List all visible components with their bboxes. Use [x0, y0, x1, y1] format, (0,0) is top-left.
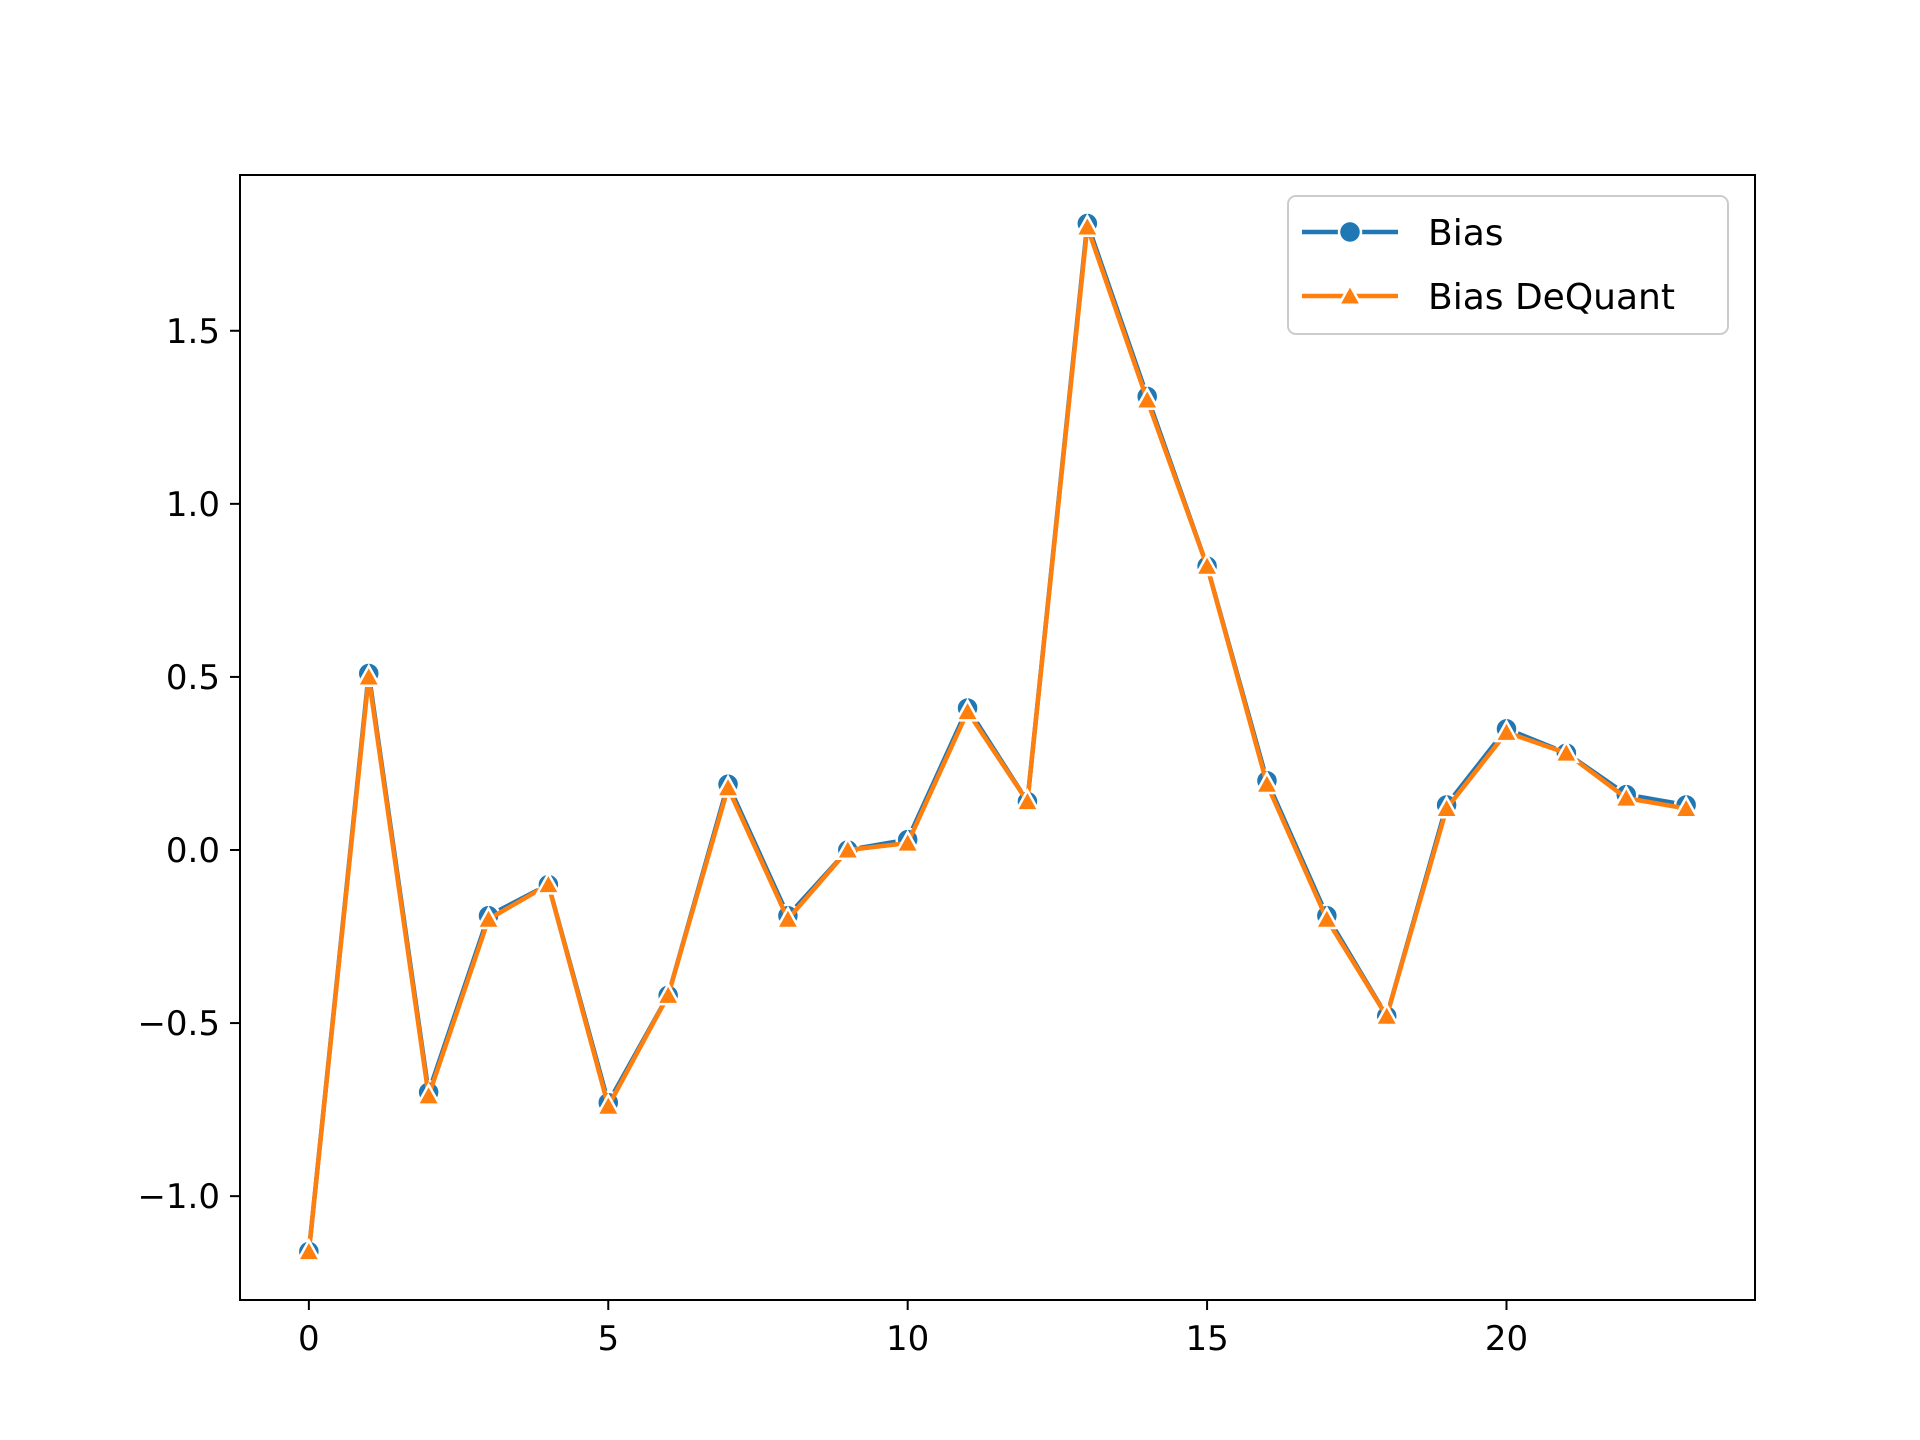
data-point-bias-dequant — [774, 905, 802, 930]
plot-area — [295, 211, 1700, 1264]
series-line-bias — [306, 221, 1687, 1252]
data-point-bias-dequant — [1673, 794, 1700, 819]
data-point-bias-dequant — [1373, 1002, 1400, 1027]
data-point-bias-dequant — [1433, 794, 1460, 819]
data-point-bias-dequant — [415, 1082, 442, 1106]
data-point-bias-dequant — [655, 981, 682, 1006]
x-tick-label: 15 — [1185, 1319, 1228, 1359]
x-tick-label: 5 — [597, 1319, 619, 1359]
y-tick-label: 1.0 — [166, 485, 220, 525]
data-point-bias-dequant — [1074, 213, 1101, 237]
data-point-bias-dequant — [954, 697, 981, 722]
legend-marker-bias — [1337, 219, 1363, 245]
axes-frame — [239, 174, 1756, 1301]
data-point-bias-dequant — [1134, 386, 1161, 411]
series-line-bias-dequant — [306, 224, 1687, 1252]
data-point-bias-dequant — [714, 774, 742, 798]
legend-label-bias-dequant: Bias DeQuant — [1428, 277, 1675, 318]
legend-label-bias: Bias — [1428, 213, 1504, 254]
data-point-bias-dequant — [355, 663, 382, 687]
data-point-bias-dequant — [1014, 787, 1041, 812]
data-point-bias-dequant — [295, 1237, 322, 1262]
y-tick-label: 0.5 — [166, 658, 220, 698]
data-point-bias-dequant — [1313, 905, 1340, 930]
data-point-bias-dequant — [595, 1092, 622, 1117]
data-point-bias-dequant — [1613, 784, 1640, 809]
data-point-bias-dequant — [894, 829, 921, 854]
x-tick-label: 10 — [886, 1319, 929, 1359]
data-point-bias-dequant — [535, 871, 562, 895]
y-tick-label: −0.5 — [137, 1004, 220, 1044]
legend: Bias Bias DeQuant — [1287, 195, 1729, 335]
y-tick-label: −1.0 — [137, 1177, 220, 1217]
legend-marker-bias-dequant — [1336, 282, 1364, 307]
data-point-bias-dequant — [1493, 718, 1520, 743]
x-tick-label: 20 — [1485, 1319, 1528, 1359]
y-tick-label: 1.5 — [166, 312, 220, 352]
data-point-bias-dequant — [475, 905, 502, 930]
data-point-bias-dequant — [1193, 552, 1221, 577]
data-point-bias-dequant — [1253, 770, 1281, 795]
axes: 0 5 10 15 20 −1.0 −0.5 0.0 0.5 1.0 1.5 — [137, 174, 1756, 1359]
y-tick-label: 0.0 — [166, 831, 220, 871]
data-point-bias-dequant — [834, 836, 861, 861]
data-point-bias-dequant — [1553, 739, 1580, 764]
x-tick-label: 0 — [298, 1319, 320, 1359]
